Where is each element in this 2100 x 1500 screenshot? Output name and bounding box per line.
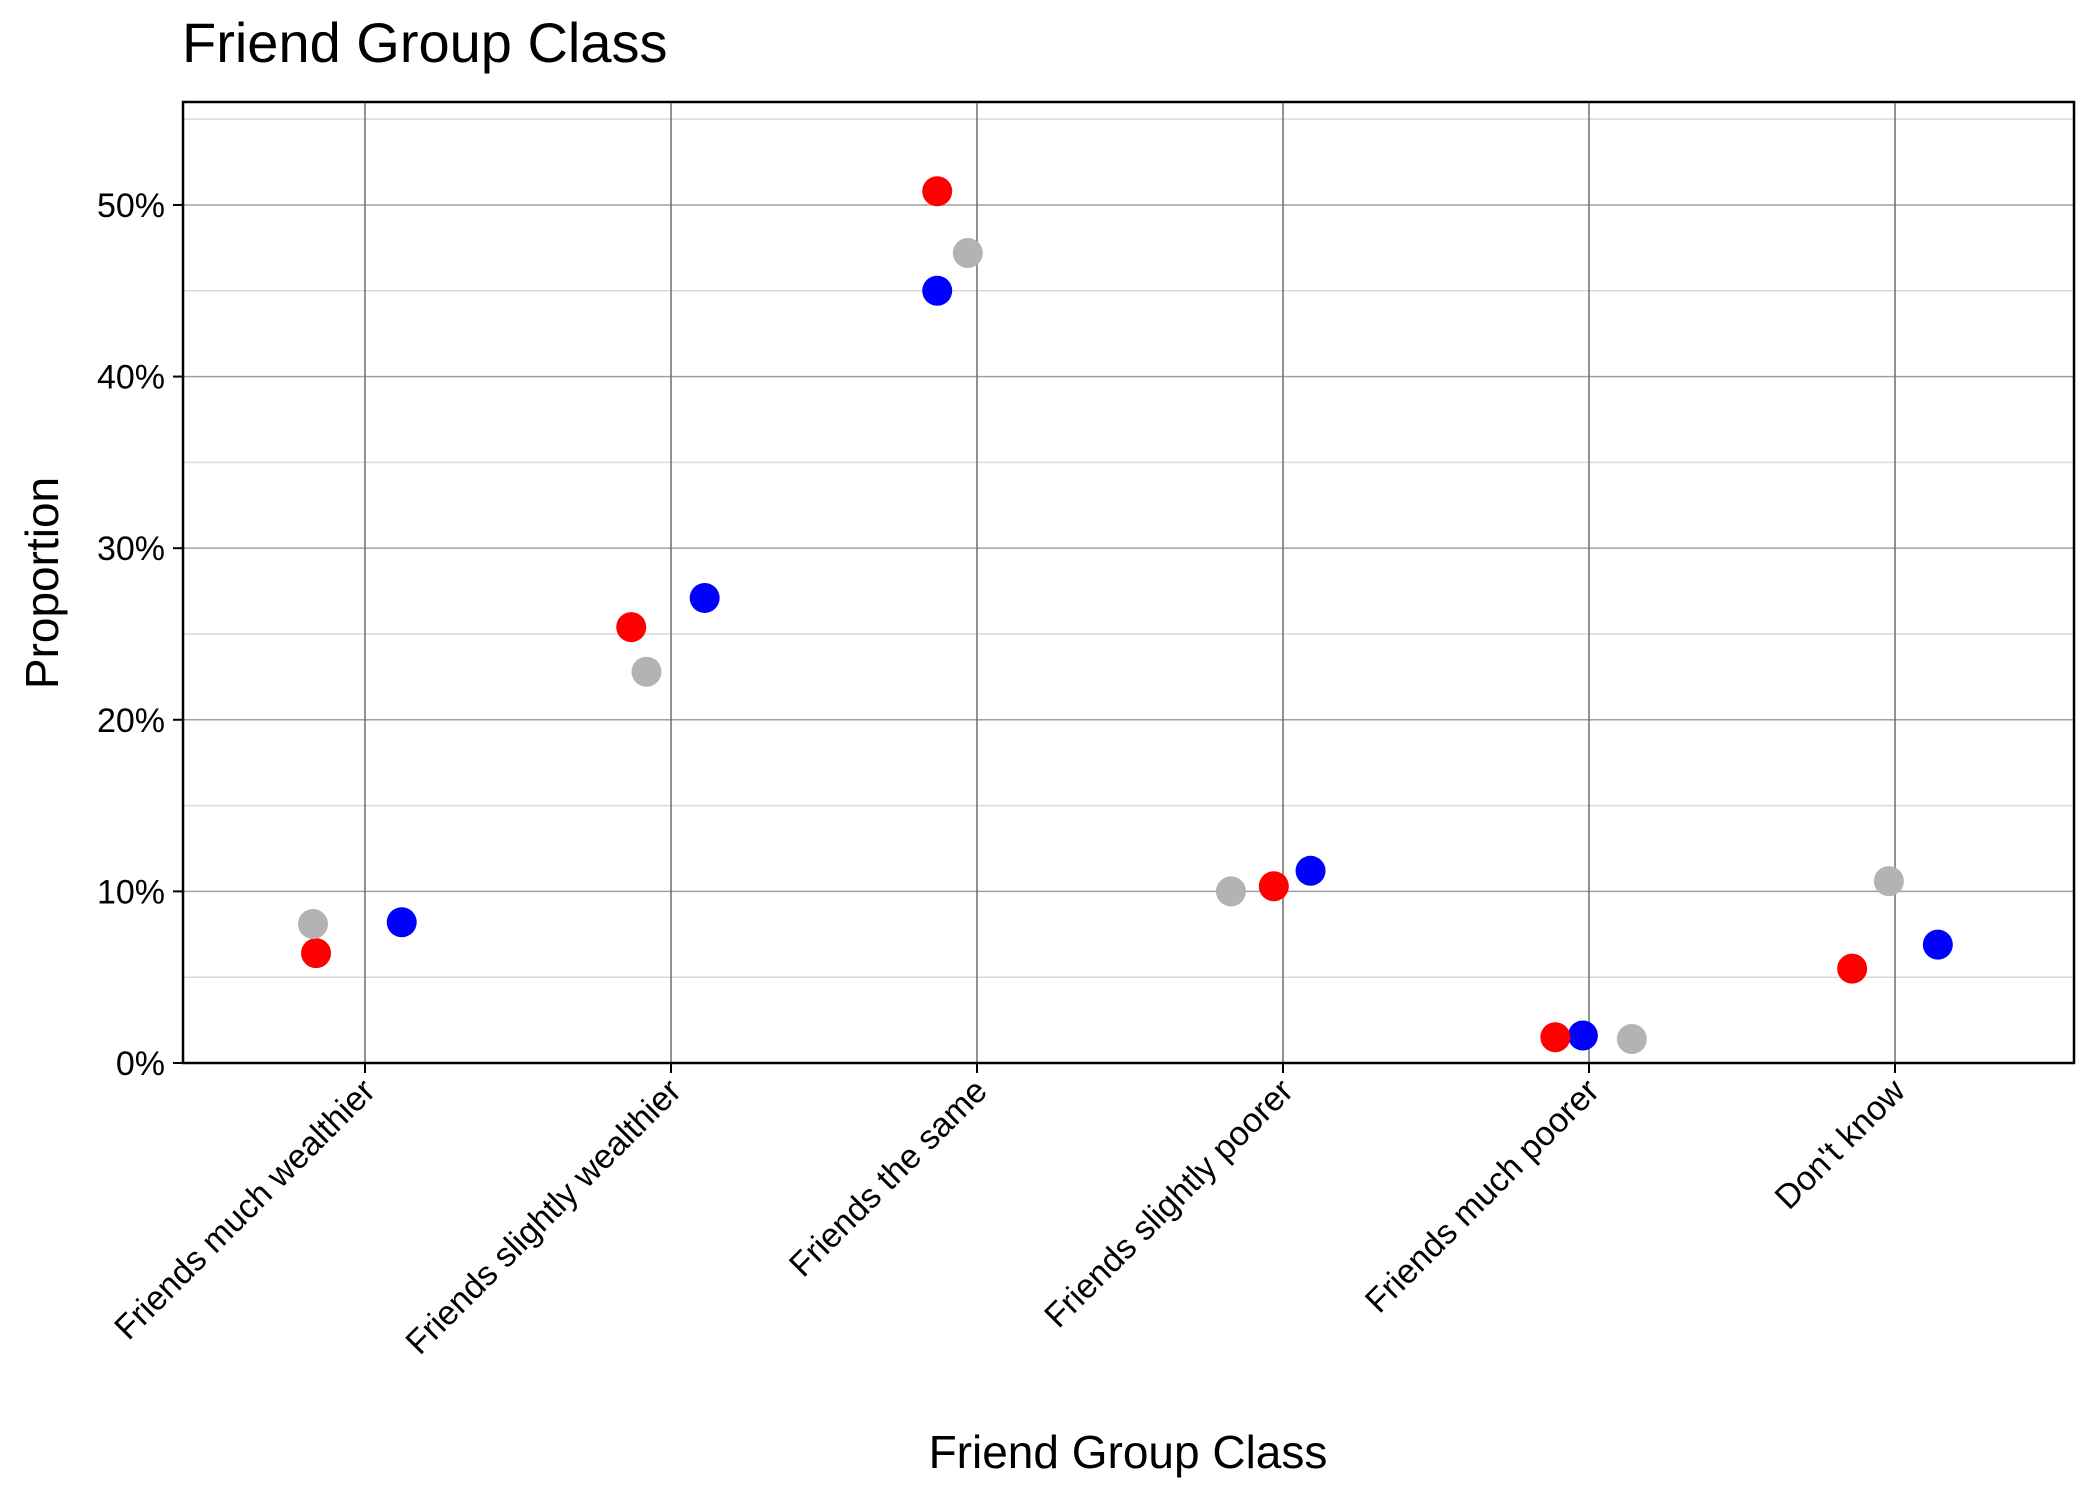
data-point: [297, 908, 328, 939]
data-point: [1295, 855, 1326, 886]
y-tick-label: 40%: [97, 359, 165, 397]
ticks-layer: 0%10%20%30%40%50%Friends much wealthier F…: [97, 187, 1913, 1362]
x-category-label: Friends the same: [782, 1072, 995, 1285]
x-category-label: Don't know: [1768, 1071, 1913, 1216]
y-tick-label: 30%: [97, 530, 165, 568]
x-category-label: Friends much poorer: [1358, 1072, 1607, 1321]
data-point: [631, 656, 662, 687]
x-category-label: Friends much wealthier: [107, 1072, 382, 1347]
x-category-label: Friends slightly poorer: [1037, 1072, 1300, 1335]
plot-frame: [181, 100, 2076, 1065]
data-point: [1540, 1022, 1571, 1053]
y-tick-label: 0%: [116, 1045, 165, 1083]
y-tick-label: 50%: [97, 187, 165, 225]
data-point: [1922, 929, 1953, 960]
data-point: [1215, 876, 1246, 907]
grid-layer: [183, 102, 2074, 1063]
chart-title: Friend Group Class: [182, 11, 668, 74]
data-point: [1616, 1023, 1647, 1054]
data-point: [1567, 1020, 1598, 1051]
x-category-label: Friends slightly wealthier: [399, 1072, 689, 1362]
data-point: [301, 938, 332, 969]
y-axis-title: Proportion: [16, 477, 68, 689]
data-point: [689, 582, 720, 613]
points-layer: [297, 176, 1953, 1054]
x-axis-title: Friend Group Class: [929, 1426, 1328, 1478]
data-point: [1837, 953, 1868, 984]
data-point: [1873, 866, 1904, 897]
data-point: [616, 612, 647, 643]
data-point: [922, 176, 953, 207]
data-point: [952, 238, 983, 269]
data-point: [1258, 871, 1289, 902]
y-tick-label: 20%: [97, 702, 165, 740]
data-point: [386, 907, 417, 938]
y-tick-label: 10%: [97, 873, 165, 911]
data-point: [922, 275, 953, 306]
